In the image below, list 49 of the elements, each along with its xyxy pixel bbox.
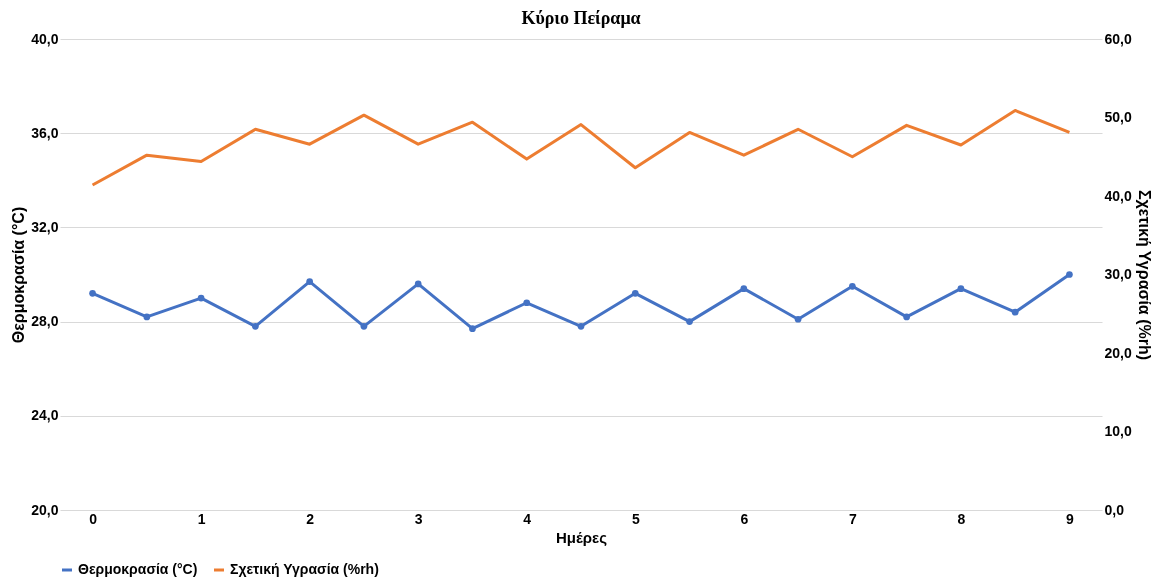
- y2-tick-label: 50,0: [1104, 109, 1132, 125]
- x-tick-label: 6: [740, 510, 749, 527]
- y-tick-label: 40,0: [31, 30, 59, 47]
- point: [89, 289, 96, 297]
- x-tick-label: 0: [89, 510, 98, 527]
- y2-tick-label: 0,0: [1104, 501, 1125, 518]
- y-tick-label: 24,0: [31, 407, 59, 424]
- y-tick-label: 28,0: [31, 313, 59, 330]
- y2-tick-label: 20,0: [1104, 344, 1132, 361]
- x-axis-title: Ημέρες: [556, 528, 608, 546]
- x-tick-label: 7: [848, 510, 857, 527]
- point: [523, 299, 531, 307]
- line-series: [91, 108, 1071, 187]
- y2-tick-label: 60,0: [1104, 30, 1132, 47]
- x-tick-label: 5: [631, 510, 640, 527]
- point: [794, 315, 802, 323]
- y-tick-label: 32,0: [31, 218, 59, 235]
- y2-tick-label: 10,0: [1104, 423, 1132, 439]
- legend-label: Σχετική Υγρασία (%rh): [230, 561, 379, 577]
- point: [1066, 271, 1073, 278]
- point: [197, 294, 205, 302]
- x-tick-label: 9: [1066, 510, 1075, 527]
- y2-axis-title: Σχετική Υγρασία (%rh): [1135, 189, 1153, 361]
- point: [306, 278, 313, 285]
- point: [957, 285, 965, 292]
- point: [686, 318, 693, 325]
- point: [143, 313, 151, 321]
- point: [360, 322, 368, 330]
- y-tick-label: 20,0: [31, 501, 59, 518]
- point: [740, 285, 748, 292]
- y-axis-title: Θερμοκρασία (°C): [10, 206, 28, 344]
- x-tick-label: 2: [306, 510, 315, 527]
- y2-tick-label: 40,0: [1104, 187, 1132, 204]
- point: [631, 289, 639, 297]
- point: [903, 313, 910, 321]
- x-tick-label: 1: [197, 510, 206, 527]
- x-tick-label: 3: [414, 510, 423, 527]
- y2-tick-label: 30,0: [1104, 266, 1132, 282]
- x-tick-label: 4: [523, 510, 532, 527]
- chart-title: Κύριο Πείραμα: [521, 8, 641, 28]
- legend-label: Θερμοκρασία (°C): [78, 561, 198, 577]
- x-tick-label: 8: [957, 510, 966, 527]
- point: [414, 280, 422, 288]
- point: [849, 282, 856, 290]
- point: [1011, 308, 1019, 316]
- point: [469, 325, 476, 333]
- point: [577, 322, 585, 330]
- point: [252, 322, 259, 330]
- y-tick-label: 36,0: [31, 124, 59, 141]
